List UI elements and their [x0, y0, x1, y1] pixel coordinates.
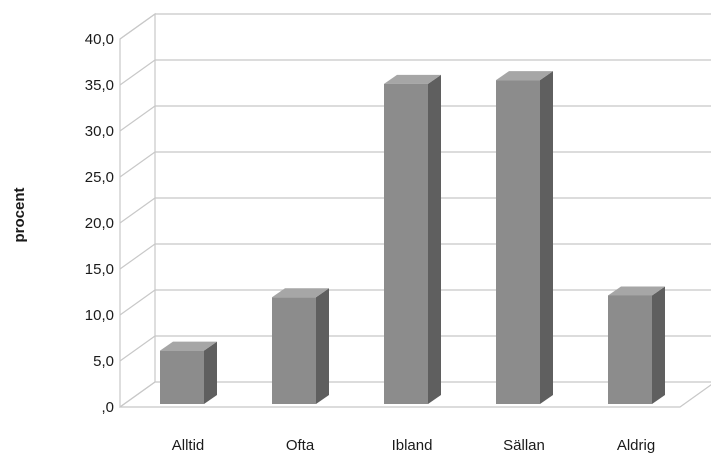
- bar-top: [608, 286, 665, 296]
- bar-top: [384, 74, 441, 84]
- y-tick-label: 35,0: [85, 77, 114, 94]
- bar-top: [160, 341, 217, 351]
- bar: [384, 74, 441, 404]
- bar: [160, 341, 217, 404]
- gridlines: [119, 12, 711, 409]
- bar-top: [496, 71, 553, 81]
- floor-edge: [120, 384, 711, 408]
- y-tick-label: 5,0: [93, 353, 114, 370]
- y-tick-label: ,0: [101, 399, 114, 416]
- x-category-label: Aldrig: [617, 437, 655, 454]
- y-tick-label: 30,0: [85, 123, 114, 140]
- bars: [160, 71, 665, 404]
- bar-side: [652, 286, 665, 404]
- bar: [496, 71, 553, 404]
- bar-side: [540, 71, 553, 404]
- y-tick-label: 15,0: [85, 261, 114, 278]
- y-tick-label: 40,0: [85, 31, 114, 48]
- bar-side: [428, 74, 441, 404]
- bar-side: [316, 288, 329, 404]
- bar-front: [384, 83, 428, 404]
- gridline: [119, 59, 711, 86]
- bar-front: [160, 350, 204, 404]
- x-category-label: Alltid: [172, 437, 205, 454]
- x-category-label: Ibland: [392, 437, 433, 454]
- bar-side: [204, 341, 217, 404]
- bar: [272, 288, 329, 404]
- y-tick-label: 25,0: [85, 169, 114, 186]
- bar-front: [272, 297, 316, 404]
- y-axis-title: procent: [11, 187, 28, 242]
- bar-top: [272, 288, 329, 298]
- bar: [608, 286, 665, 404]
- gridline: [119, 13, 711, 40]
- x-category-label: Ofta: [286, 437, 315, 454]
- bar-front: [608, 295, 652, 404]
- y-tick-label: 20,0: [85, 215, 114, 232]
- y-tick-label: 10,0: [85, 307, 114, 324]
- labels: ,0 5,0 10,0 15,0 20,0 25,0 30,0 35,0 40,0 Alltid O…: [85, 31, 655, 454]
- bar-front: [496, 80, 540, 404]
- x-category-label: Sällan: [503, 437, 545, 454]
